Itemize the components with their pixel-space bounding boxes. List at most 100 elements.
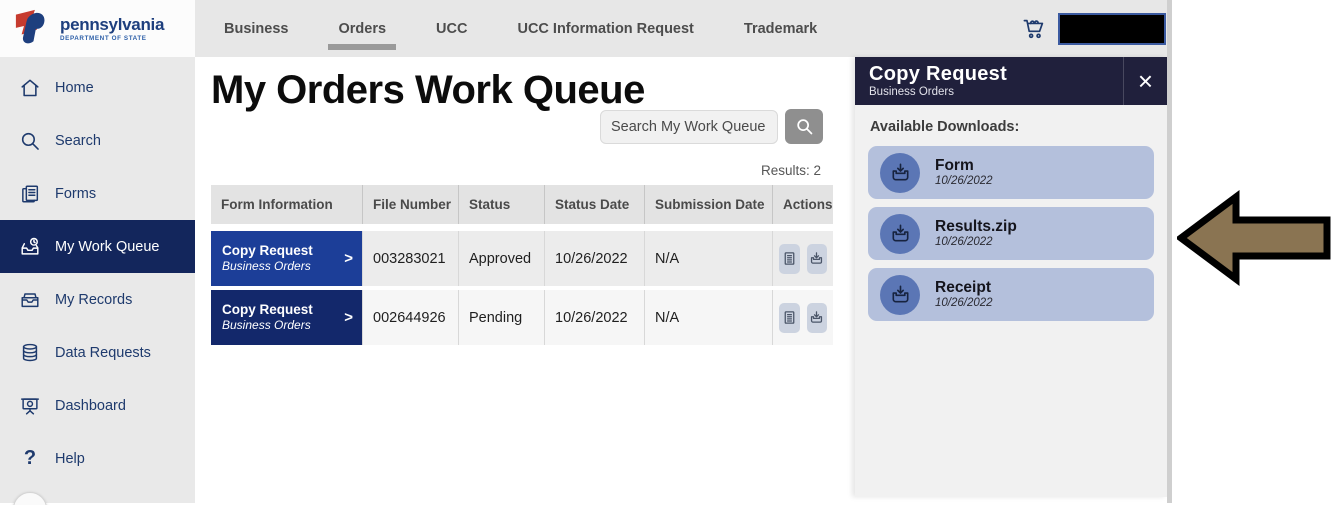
results-count: Results: 2 — [760, 163, 821, 178]
form-title: Copy Request — [222, 242, 313, 258]
logo-text: pennsylvania DEPARTMENT OF STATE — [60, 16, 164, 42]
close-icon: × — [1137, 66, 1154, 96]
submission-date-cell: N/A — [645, 231, 773, 286]
scrollbar-thumb[interactable] — [1167, 0, 1172, 503]
download-icon — [811, 311, 823, 323]
document-icon — [784, 252, 795, 265]
download-card-text: Form 10/26/2022 — [935, 157, 993, 189]
close-panel-button[interactable]: × — [1123, 57, 1167, 105]
download-card-receipt[interactable]: Receipt 10/26/2022 — [868, 268, 1154, 321]
page-title: My Orders Work Queue — [211, 68, 645, 112]
download-icon — [811, 252, 823, 264]
download-card-form[interactable]: Form 10/26/2022 — [868, 146, 1154, 199]
search-input[interactable] — [600, 109, 778, 144]
copy-request-panel: Copy Request Business Orders × Available… — [855, 57, 1167, 497]
table-header-row: Form Information File Number Status Stat… — [211, 185, 833, 224]
header-right — [1021, 12, 1172, 45]
pa-logo[interactable]: pennsylvania DEPARTMENT OF STATE — [0, 0, 195, 57]
file-number-cell: 003283021 — [363, 231, 459, 286]
page-scrollbar[interactable] — [1167, 0, 1172, 503]
download-card-text: Results.zip 10/26/2022 — [935, 218, 1017, 250]
col-status: Status — [459, 185, 545, 224]
submission-date-cell: N/A — [645, 290, 773, 345]
sidebar-item-data-requests[interactable]: Data Requests — [0, 326, 195, 379]
sidebar-item-home[interactable]: Home — [0, 61, 195, 114]
file-number-cell: 002644926 — [363, 290, 459, 345]
nav-tab-orders[interactable]: Orders — [328, 15, 396, 50]
download-button[interactable] — [806, 302, 827, 333]
sidebar-item-label: Dashboard — [55, 397, 126, 414]
view-details-button[interactable] — [779, 302, 800, 333]
sidebar-item-my-work-queue[interactable]: My Work Queue — [0, 220, 195, 273]
database-icon — [18, 341, 42, 365]
logo-brand-text: pennsylvania — [60, 14, 165, 34]
sidebar-item-label: My Records — [55, 291, 133, 308]
download-card-text: Receipt 10/26/2022 — [935, 279, 993, 311]
chevron-right-icon: > — [344, 309, 353, 326]
shopping-cart-icon[interactable] — [1021, 15, 1048, 42]
nav-tab-business[interactable]: Business — [224, 20, 289, 37]
actions-cell — [773, 290, 833, 345]
annotation-arrow-left-icon — [1177, 190, 1331, 286]
redacted-account-box[interactable] — [1058, 12, 1166, 45]
top-header: pennsylvania DEPARTMENT OF STATE Busines… — [0, 0, 1172, 57]
logo-subtitle-text: DEPARTMENT OF STATE — [60, 34, 147, 42]
status-date-cell: 10/26/2022 — [545, 290, 645, 345]
download-button[interactable] — [806, 243, 827, 274]
nav-tab-trademark[interactable]: Trademark — [743, 20, 818, 37]
records-icon — [18, 288, 42, 312]
download-icon — [880, 274, 920, 315]
dashboard-icon — [18, 394, 42, 418]
top-nav: Business Orders UCC UCC Information Requ… — [195, 0, 1172, 57]
home-icon — [18, 76, 42, 100]
panel-subtitle: Business Orders — [869, 86, 955, 98]
sidebar-item-label: Data Requests — [55, 344, 151, 361]
pa-keystone-logo-icon — [12, 7, 54, 50]
col-form-information: Form Information — [211, 185, 363, 224]
nav-tab-ucc-information-request[interactable]: UCC Information Request — [517, 20, 694, 37]
panel-header: Copy Request Business Orders × — [855, 57, 1167, 105]
download-icon — [880, 152, 920, 193]
sidebar-item-search[interactable]: Search — [0, 114, 195, 167]
col-actions: Actions — [783, 197, 833, 212]
form-information-cell[interactable]: Copy Request Business Orders > — [211, 231, 363, 286]
help-icon: ? — [23, 447, 37, 469]
sidebar-item-forms[interactable]: Forms — [0, 167, 195, 220]
table-row: Copy Request Business Orders > 003283021… — [211, 231, 833, 286]
download-date: 10/26/2022 — [935, 235, 993, 248]
available-downloads-heading: Available Downloads: — [870, 119, 1020, 135]
sidebar-item-label: Search — [55, 132, 101, 149]
sidebar-item-help[interactable]: ? Help — [0, 432, 195, 485]
sidebar-item-dashboard[interactable]: Dashboard — [0, 379, 195, 432]
form-subtitle: Business Orders — [222, 318, 311, 333]
panel-title: Copy Request — [869, 63, 1008, 85]
sidebar-item-label: Help — [55, 450, 85, 467]
search-icon — [18, 129, 42, 153]
panel-body: Available Downloads: Form 10/26/2022 — [855, 105, 1167, 321]
col-file-number: File Number — [363, 185, 459, 224]
actions-cell — [773, 231, 833, 286]
status-cell: Approved — [459, 231, 545, 286]
download-label: Receipt — [935, 278, 991, 296]
nav-tab-ucc[interactable]: UCC — [436, 20, 468, 37]
forms-icon — [18, 182, 42, 206]
work-queue-table: Form Information File Number Status Stat… — [211, 185, 833, 349]
col-status-date: Status Date — [545, 185, 645, 224]
view-details-button[interactable] — [779, 243, 800, 274]
form-information-text: Copy Request Business Orders — [222, 302, 313, 334]
form-subtitle: Business Orders — [222, 259, 311, 274]
sidebar-item-label: Home — [55, 79, 94, 96]
form-information-cell[interactable]: Copy Request Business Orders > — [211, 290, 363, 345]
document-icon — [784, 311, 795, 324]
search-button[interactable] — [785, 109, 823, 144]
search-icon — [796, 119, 812, 135]
col-submission-date: Submission Date — [645, 185, 773, 224]
download-label: Form — [935, 156, 974, 174]
sidebar-item-label: My Work Queue — [55, 238, 160, 255]
download-card-results-zip[interactable]: Results.zip 10/26/2022 — [868, 207, 1154, 260]
sidebar-item-my-records[interactable]: My Records — [0, 273, 195, 326]
form-title: Copy Request — [222, 301, 313, 317]
download-date: 10/26/2022 — [935, 174, 993, 187]
table-row: Copy Request Business Orders > 002644926… — [211, 290, 833, 345]
